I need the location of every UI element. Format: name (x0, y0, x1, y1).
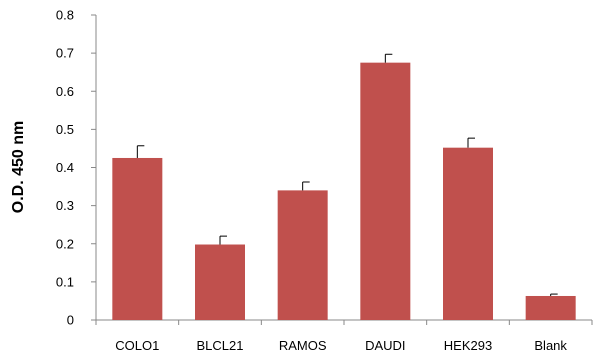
y-tick-label: 0 (67, 313, 74, 328)
y-tick-label: 0.3 (56, 198, 74, 213)
y-tick-label: 0.7 (56, 46, 74, 61)
category-label-hek293: HEK293 (444, 338, 492, 353)
y-tick-label: 0.2 (56, 236, 74, 251)
category-label-colo1: COLO1 (115, 338, 159, 353)
category-label-blcl21: BLCL21 (197, 338, 244, 353)
bar-ramos (277, 190, 328, 320)
y-axis-ticks: 0 0.1 0.2 0.3 0.4 0.5 0.6 0.7 0.8 (56, 8, 96, 328)
y-tick-label: 0.1 (56, 274, 74, 289)
bars (112, 62, 576, 320)
bar-blank (525, 295, 576, 320)
category-labels: COLO1 BLCL21 RAMOS DAUDI HEK293 Blank (115, 338, 567, 353)
y-tick-label: 0.5 (56, 122, 74, 137)
y-tick-label: 0.4 (56, 160, 74, 175)
error-bars (136, 53, 558, 296)
category-label-blank: Blank (534, 338, 567, 353)
bar-daudi (360, 62, 411, 320)
y-axis-title: O.D. 450 nm (10, 121, 27, 213)
bar-blcl21 (195, 244, 245, 320)
x-axis-ticks (95, 320, 593, 325)
category-label-daudi: DAUDI (365, 338, 405, 353)
bar-colo1 (112, 157, 163, 320)
category-label-ramos: RAMOS (279, 338, 327, 353)
bar-hek293 (443, 147, 493, 320)
y-tick-label: 0.6 (56, 84, 74, 99)
y-tick-label: 0.8 (56, 8, 74, 23)
